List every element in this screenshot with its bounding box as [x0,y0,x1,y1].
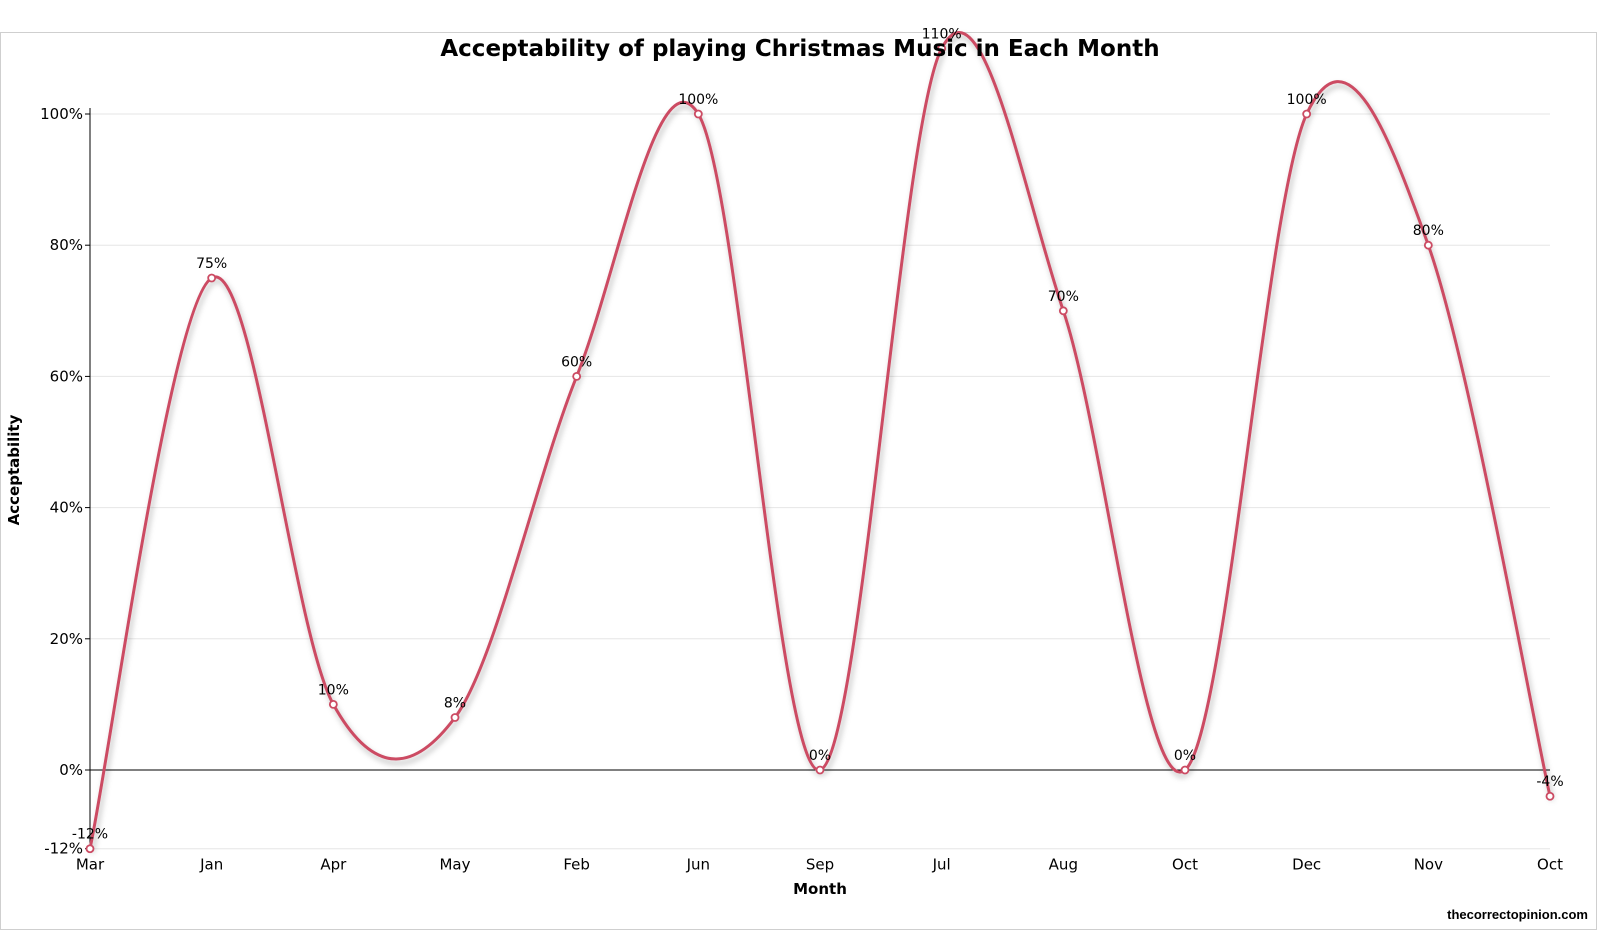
data-label: 110% [922,26,962,42]
y-axis-ticks: -12% 0% 20% 40% 60% 80% 100% [40,105,90,858]
x-tick-label: Feb [563,856,590,874]
data-point [815,765,825,775]
x-axis-ticks: Mar Jan Apr May Feb Jun Sep Jul Aug Oct Dec Nov Oct [76,856,1563,874]
data-point [207,273,217,283]
x-tick-label: May [439,856,470,874]
data-point [328,700,338,709]
y-axis-title: Acceptability [5,414,23,525]
x-axis-title: Month [793,880,847,898]
x-tick-label: Jul [932,856,951,874]
y-tick-label: 100% [40,105,83,123]
data-label: 0% [1174,748,1196,764]
data-labels: -12% 75% 10% 8% 60% 100% 0% 110% 70% 0% 100% 80% -4% [72,26,1564,842]
x-tick-label: Oct [1537,856,1563,874]
data-label: 10% [318,682,349,698]
x-tick-label: Jan [199,856,223,874]
gridlines [90,113,1550,640]
data-point [937,44,947,53]
data-label: 60% [561,354,592,370]
y-tick-label: 80% [50,236,83,254]
axes [89,108,1550,850]
data-point [1058,306,1068,316]
x-tick-label: Dec [1292,856,1321,874]
data-point [450,713,460,722]
watermark: thecorrectopinion.com [1447,907,1588,922]
data-label: 0% [809,748,831,764]
data-label: 70% [1048,289,1079,305]
x-tick-label: Apr [320,856,347,874]
data-label: 75% [196,256,227,272]
data-points [85,44,1555,854]
data-label: -4% [1536,774,1563,790]
data-point [1180,765,1190,775]
y-tick-label: 0% [59,761,83,779]
data-point [1302,109,1312,119]
series-path [88,31,1552,850]
x-tick-label: Mar [76,856,105,874]
data-point [693,109,703,119]
x-tick-label: Oct [1172,856,1198,874]
data-point [85,844,95,854]
data-point [1423,240,1433,250]
data-point [572,371,582,381]
x-tick-label: Jun [686,856,710,874]
x-tick-label: Sep [806,856,834,874]
y-tick-label: 20% [50,630,83,648]
data-point [1545,791,1555,801]
y-tick-label: -12% [44,840,83,858]
data-label: 80% [1413,223,1444,239]
data-label: 100% [678,92,718,108]
data-label: 8% [444,696,466,712]
x-tick-label: Nov [1414,856,1443,874]
y-tick-label: 60% [50,367,83,385]
data-label: 100% [1287,92,1327,108]
series-line [88,31,1552,850]
data-label: -12% [72,827,108,843]
y-tick-label: 40% [50,499,83,517]
x-tick-label: Aug [1049,856,1078,874]
chart-frame [0,32,1597,930]
chart-title: Acceptability of playing Christmas Music… [440,36,1159,62]
